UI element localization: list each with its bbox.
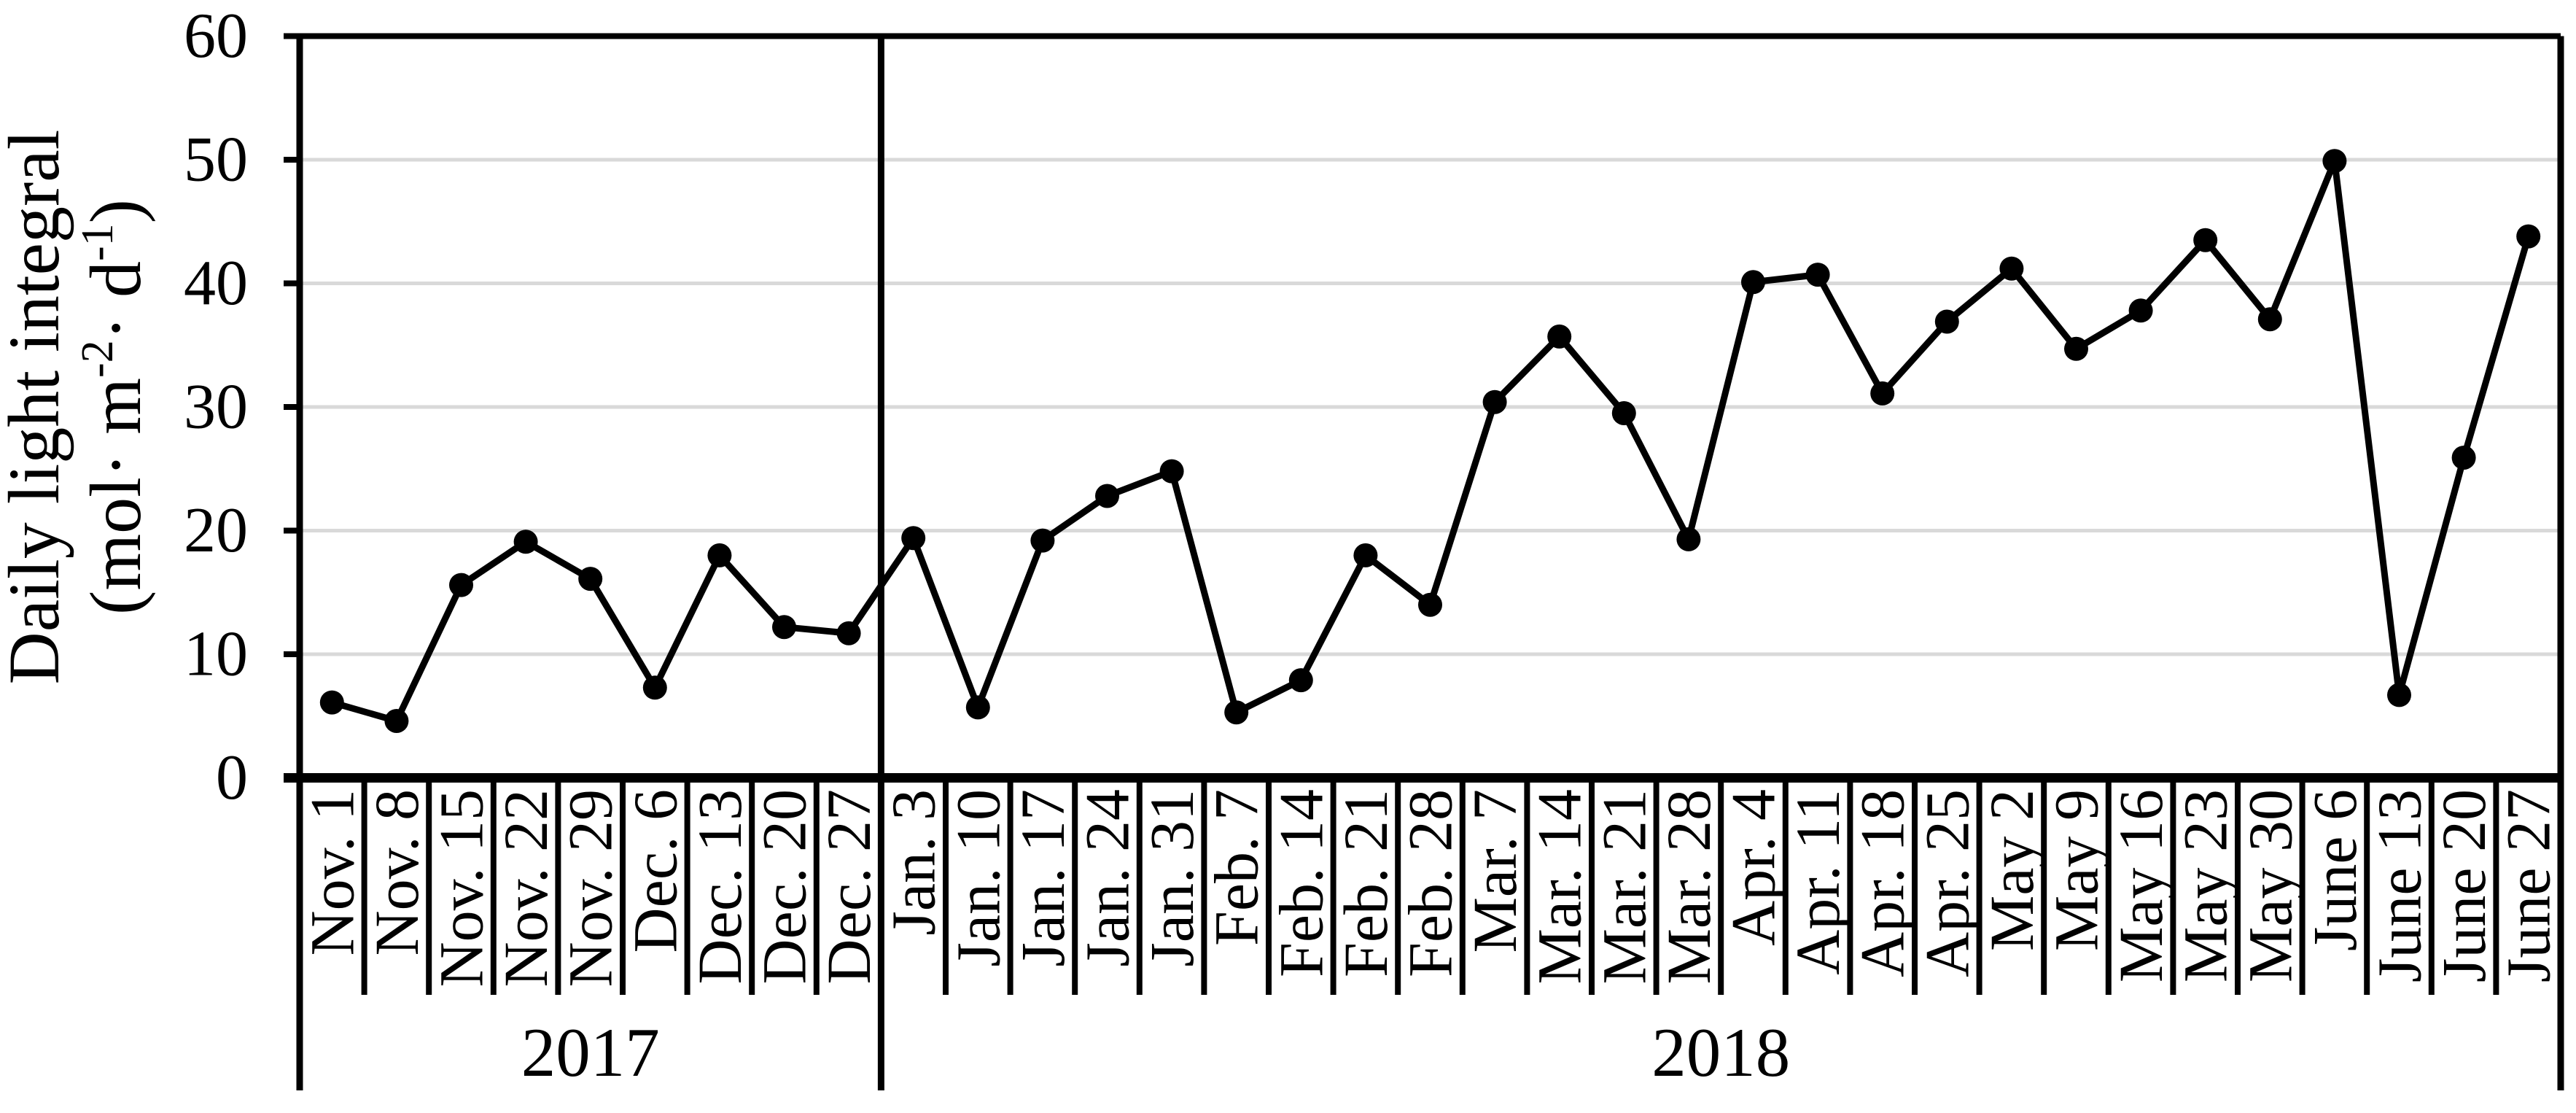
y-tick-label: 20 [184,495,248,566]
x-tick-label: May 23 [2171,789,2241,982]
x-tick-label: Nov. 22 [491,789,561,988]
data-point [901,526,926,551]
y-tick-label: 40 [184,248,248,319]
y-tick-label: 50 [184,125,248,195]
data-point [1870,381,1895,406]
data-point [1999,256,2024,281]
y-tick-label: 0 [216,742,248,813]
data-point [1095,484,1119,508]
data-point [578,567,603,592]
data-point [2257,307,2282,332]
data-point [1418,592,1442,617]
unit-text: (mol· m [75,378,156,615]
data-point [2451,446,2476,470]
year-label: 2018 [1651,1014,1790,1091]
x-tick-label: Apr. 4 [1719,789,1789,946]
data-point [1224,700,1249,725]
x-tick-label: June 6 [2300,789,2370,951]
data-point [1353,543,1378,567]
data-point [1611,401,1636,425]
x-tick-label: May 2 [1977,789,2047,951]
data-point [449,573,473,597]
x-tick-label: Feb. 14 [1266,789,1336,977]
x-tick-label: Dec. 6 [620,789,690,953]
x-tick-label: Mar. 28 [1654,789,1724,985]
data-point [1288,668,1313,693]
data-point [1676,527,1701,551]
data-point [2516,224,2541,249]
x-tick-label: May 16 [2106,789,2176,982]
data-point [1741,270,1765,295]
ticks-layer [284,33,2564,1090]
x-tick-label: Nov. 8 [362,789,432,956]
x-tick-label: June 20 [2429,789,2499,982]
year-label: 2017 [521,1014,660,1091]
y-tick-label: 10 [184,619,248,690]
x-tick-label: Feb. 21 [1331,789,1401,977]
data-point [384,709,409,733]
unit-text: · d [75,261,156,340]
data-point [1159,459,1184,484]
x-tick-label: May 30 [2235,789,2305,982]
unit-text: ) [75,199,156,223]
data-point [2322,149,2347,174]
data-point [1805,263,1830,287]
x-tick-label: Jan. 17 [1008,789,1078,967]
x-tick-label: Apr. 18 [1848,789,1918,977]
x-tick-label: Jan. 10 [943,789,1013,967]
data-point [1547,324,1572,349]
data-point [965,695,990,720]
data-point [2387,683,2411,707]
x-tick-label: Feb. 28 [1396,789,1466,977]
x-tick-label: Mar. 14 [1525,789,1595,985]
data-point [1934,309,1959,334]
data-point [707,543,732,567]
y-axis-title-line1: Daily light integral [0,130,74,685]
x-tick-label: Jan. 24 [1073,789,1143,967]
gridlines-layer [300,158,2561,656]
x-tick-label: Nov. 15 [427,789,497,988]
data-point [2064,336,2088,361]
data-point [2128,298,2153,323]
x-tick-label: June 13 [2365,789,2435,982]
data-point [836,621,861,645]
x-tick-label: Apr. 11 [1783,789,1853,975]
y-axis-title-line2: (mol· m-2· d-1) [73,199,156,615]
unit-superscript: -2 [73,340,122,378]
x-tick-label: Dec. 20 [750,789,820,984]
y-tick-label: 30 [184,372,248,443]
x-tick-label: Mar. 21 [1589,789,1659,985]
x-tick-label: Dec. 27 [814,789,884,984]
data-point [772,615,796,640]
x-tick-label: Nov. 29 [556,789,626,988]
x-tick-label: June 27 [2494,789,2564,982]
x-tick-label: Feb. 7 [1202,789,1272,946]
x-tick-label: Mar. 7 [1460,789,1530,953]
x-tick-label: Nov. 1 [297,789,367,956]
y-tick-label: 60 [184,1,248,71]
x-tick-label: May 9 [2042,789,2112,951]
data-point [642,675,667,700]
data-point [1030,528,1055,553]
data-point [2193,228,2218,252]
x-tick-label: Apr. 25 [1912,789,1982,977]
x-tick-label: Jan. 31 [1137,789,1207,967]
series-layer [319,149,2541,733]
data-point [1482,389,1507,414]
data-point [513,530,538,554]
data-point [319,690,344,715]
x-tick-label: Dec. 13 [685,789,755,984]
unit-superscript: -1 [73,223,122,261]
x-tick-label: Jan. 3 [879,789,949,936]
